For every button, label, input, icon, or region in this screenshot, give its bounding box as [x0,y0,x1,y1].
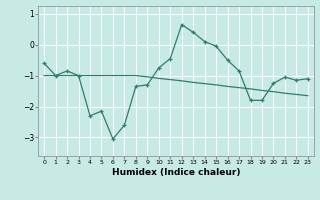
X-axis label: Humidex (Indice chaleur): Humidex (Indice chaleur) [112,168,240,177]
